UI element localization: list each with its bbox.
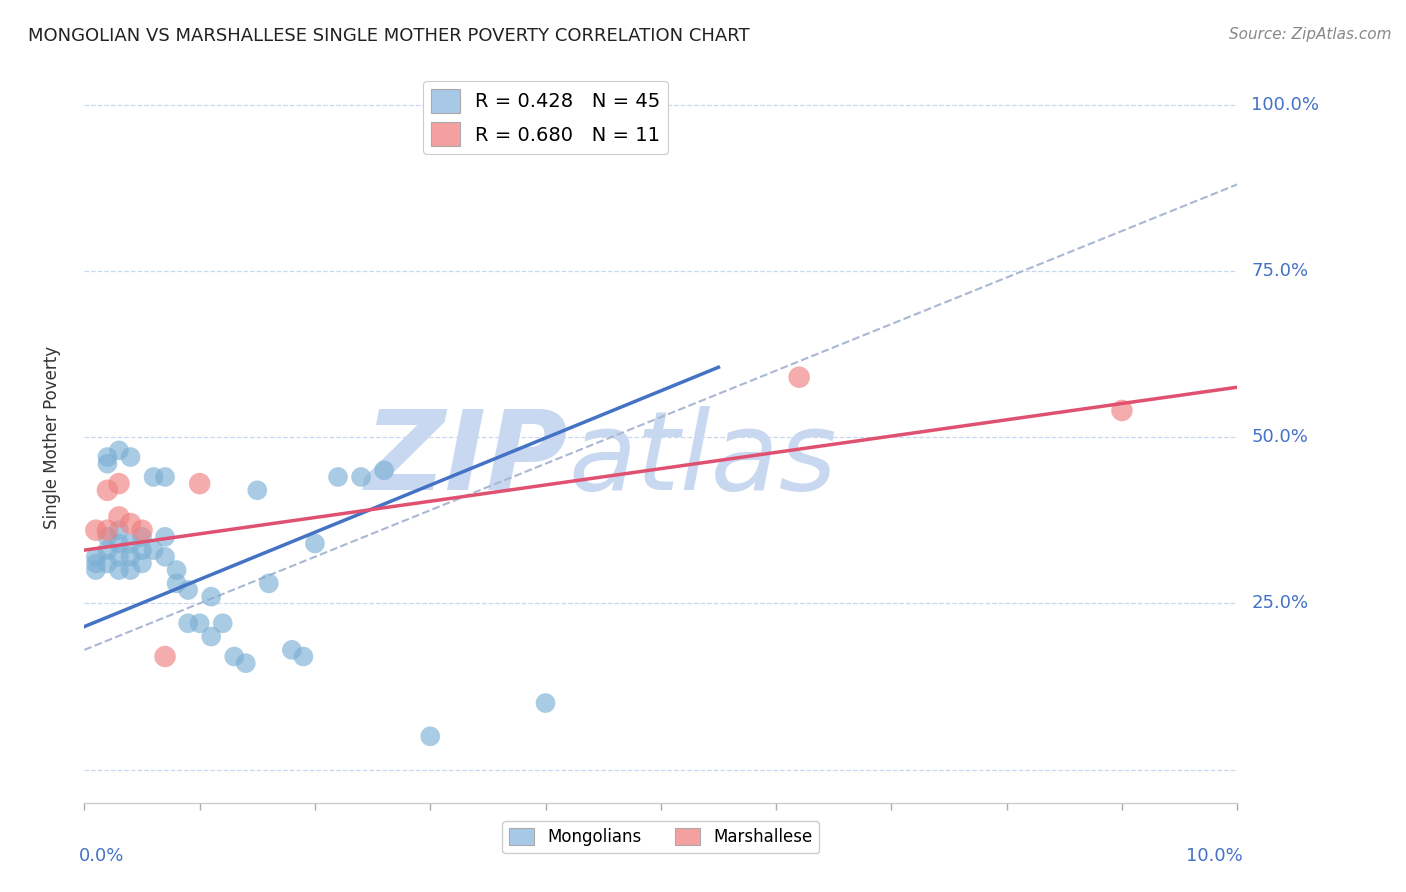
Point: [131, 523, 153, 537]
Point: [1111, 403, 1133, 417]
Point: [96, 530, 118, 544]
Point: [153, 649, 176, 664]
Point: [153, 549, 176, 564]
Point: [787, 370, 810, 384]
Text: Source: ZipAtlas.com: Source: ZipAtlas.com: [1229, 27, 1392, 42]
Point: [108, 509, 131, 524]
Point: [96, 543, 118, 558]
Point: [96, 483, 118, 498]
Point: [419, 729, 441, 743]
Point: [188, 616, 211, 631]
Point: [131, 543, 153, 558]
Point: [131, 530, 153, 544]
Point: [304, 536, 326, 550]
Point: [292, 649, 315, 664]
Point: [153, 530, 176, 544]
Point: [177, 616, 200, 631]
Point: [84, 549, 107, 564]
Point: [224, 649, 246, 664]
Point: [166, 576, 188, 591]
Point: [120, 450, 142, 464]
Text: 100.0%: 100.0%: [1251, 95, 1319, 113]
Text: ZIP: ZIP: [366, 406, 568, 513]
Text: 10.0%: 10.0%: [1187, 847, 1243, 864]
Point: [84, 557, 107, 571]
Point: [188, 476, 211, 491]
Point: [120, 549, 142, 564]
Text: atlas: atlas: [568, 406, 837, 513]
Point: [108, 536, 131, 550]
Point: [131, 557, 153, 571]
Point: [142, 543, 165, 558]
Point: [153, 470, 176, 484]
Point: [108, 549, 131, 564]
Point: [96, 523, 118, 537]
Text: 0.0%: 0.0%: [79, 847, 124, 864]
Point: [84, 563, 107, 577]
Legend: Mongolians, Marshallese: Mongolians, Marshallese: [502, 822, 820, 853]
Y-axis label: Single Mother Poverty: Single Mother Poverty: [42, 345, 60, 529]
Point: [108, 563, 131, 577]
Point: [177, 582, 200, 597]
Point: [96, 450, 118, 464]
Point: [120, 516, 142, 531]
Point: [96, 457, 118, 471]
Point: [142, 470, 165, 484]
Point: [373, 463, 395, 477]
Point: [200, 590, 222, 604]
Point: [211, 616, 233, 631]
Text: MONGOLIAN VS MARSHALLESE SINGLE MOTHER POVERTY CORRELATION CHART: MONGOLIAN VS MARSHALLESE SINGLE MOTHER P…: [28, 27, 749, 45]
Point: [108, 523, 131, 537]
Point: [326, 470, 349, 484]
Point: [96, 557, 118, 571]
Point: [120, 536, 142, 550]
Point: [200, 630, 222, 644]
Point: [108, 443, 131, 458]
Point: [257, 576, 280, 591]
Point: [166, 563, 188, 577]
Point: [246, 483, 269, 498]
Text: 75.0%: 75.0%: [1251, 262, 1309, 280]
Point: [235, 656, 257, 670]
Point: [281, 643, 304, 657]
Point: [350, 470, 373, 484]
Point: [120, 563, 142, 577]
Text: 50.0%: 50.0%: [1251, 428, 1308, 446]
Point: [84, 523, 107, 537]
Point: [534, 696, 557, 710]
Point: [108, 476, 131, 491]
Text: 25.0%: 25.0%: [1251, 594, 1309, 612]
